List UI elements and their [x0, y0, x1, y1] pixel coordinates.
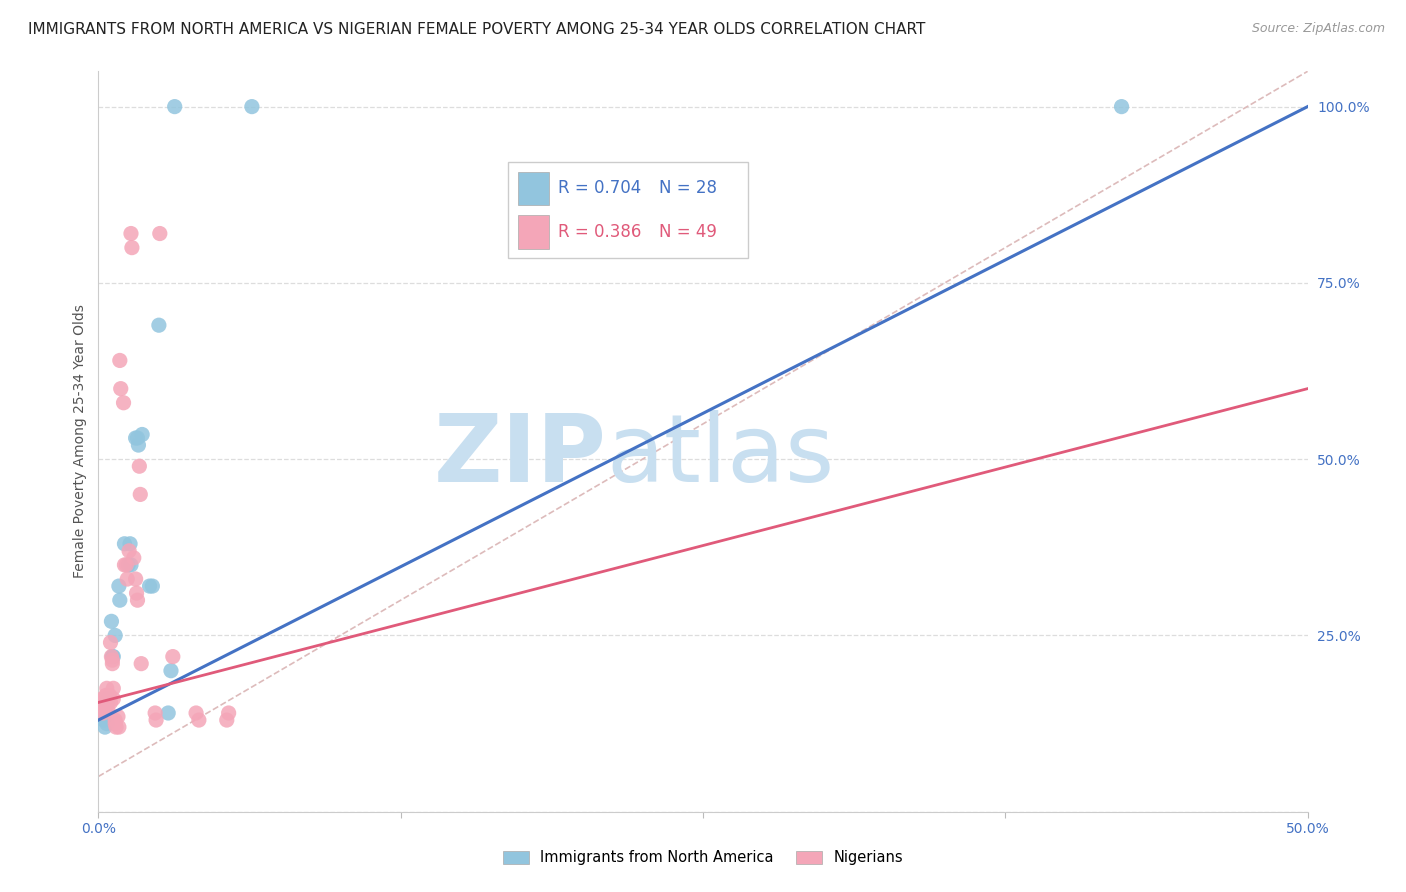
Point [125, 586, 148, 600]
Point [145, 713, 167, 727]
FancyBboxPatch shape [517, 171, 548, 205]
Point [115, 558, 138, 572]
Point [108, 579, 131, 593]
Point [91, 692, 114, 706]
Point [187, 713, 209, 727]
Point [108, 593, 131, 607]
Point [128, 459, 150, 474]
Point [104, 713, 127, 727]
Point [114, 537, 136, 551]
Point [112, 396, 135, 410]
Point [127, 438, 149, 452]
Point [94, 698, 117, 713]
Point [148, 318, 170, 333]
Point [143, 706, 166, 720]
Point [218, 706, 240, 720]
Point [100, 615, 122, 629]
Point [93, 713, 115, 727]
Point [127, 593, 149, 607]
Point [117, 558, 139, 572]
Text: atlas: atlas [606, 410, 835, 502]
Point [163, 100, 186, 114]
Point [96, 716, 118, 731]
Point [184, 706, 207, 720]
Point [138, 579, 160, 593]
Point [108, 720, 131, 734]
Point [103, 692, 125, 706]
Point [141, 579, 163, 593]
Point [93, 695, 115, 709]
Point [129, 657, 152, 671]
Point [122, 550, 145, 565]
Point [1111, 100, 1133, 114]
Point [108, 353, 131, 368]
Point [90, 695, 112, 709]
Point [127, 431, 149, 445]
Point [118, 537, 141, 551]
Point [120, 558, 142, 572]
Point [120, 227, 142, 241]
Point [94, 689, 117, 703]
Point [118, 544, 141, 558]
Point [107, 709, 129, 723]
Point [103, 649, 125, 664]
Point [131, 427, 153, 442]
Text: ZIP: ZIP [433, 410, 606, 502]
Legend: Immigrants from North America, Nigerians: Immigrants from North America, Nigerians [496, 845, 910, 871]
Point [101, 653, 124, 667]
Point [94, 702, 117, 716]
Point [160, 664, 183, 678]
Point [124, 572, 146, 586]
Point [96, 681, 118, 696]
Text: N = 49: N = 49 [659, 223, 717, 241]
Point [215, 713, 238, 727]
Text: N = 28: N = 28 [659, 179, 717, 197]
Point [100, 649, 122, 664]
Point [240, 100, 263, 114]
Text: R = 0.386: R = 0.386 [558, 223, 641, 241]
Point [121, 241, 143, 255]
Point [97, 695, 120, 709]
Point [110, 382, 132, 396]
Y-axis label: Female Poverty Among 25-34 Year Olds: Female Poverty Among 25-34 Year Olds [73, 304, 87, 579]
Point [149, 227, 172, 241]
Point [103, 681, 125, 696]
Point [91, 709, 114, 723]
Point [124, 431, 146, 445]
Point [98, 689, 121, 703]
Point [117, 572, 139, 586]
Text: IMMIGRANTS FROM NORTH AMERICA VS NIGERIAN FEMALE POVERTY AMONG 25-34 YEAR OLDS C: IMMIGRANTS FROM NORTH AMERICA VS NIGERIA… [28, 22, 925, 37]
FancyBboxPatch shape [517, 215, 548, 249]
Text: Source: ZipAtlas.com: Source: ZipAtlas.com [1251, 22, 1385, 36]
Point [104, 716, 127, 731]
Point [100, 635, 122, 649]
Point [104, 628, 127, 642]
Point [91, 702, 114, 716]
FancyBboxPatch shape [508, 162, 748, 258]
Point [94, 720, 117, 734]
Point [114, 558, 136, 572]
Point [94, 692, 117, 706]
Point [94, 695, 117, 709]
Point [162, 649, 184, 664]
Point [101, 657, 124, 671]
Point [101, 649, 124, 664]
Point [129, 487, 152, 501]
Point [100, 695, 122, 709]
Point [91, 706, 114, 720]
Text: R = 0.704: R = 0.704 [558, 179, 641, 197]
Point [105, 720, 128, 734]
Point [157, 706, 180, 720]
Point [97, 702, 120, 716]
Point [97, 692, 120, 706]
